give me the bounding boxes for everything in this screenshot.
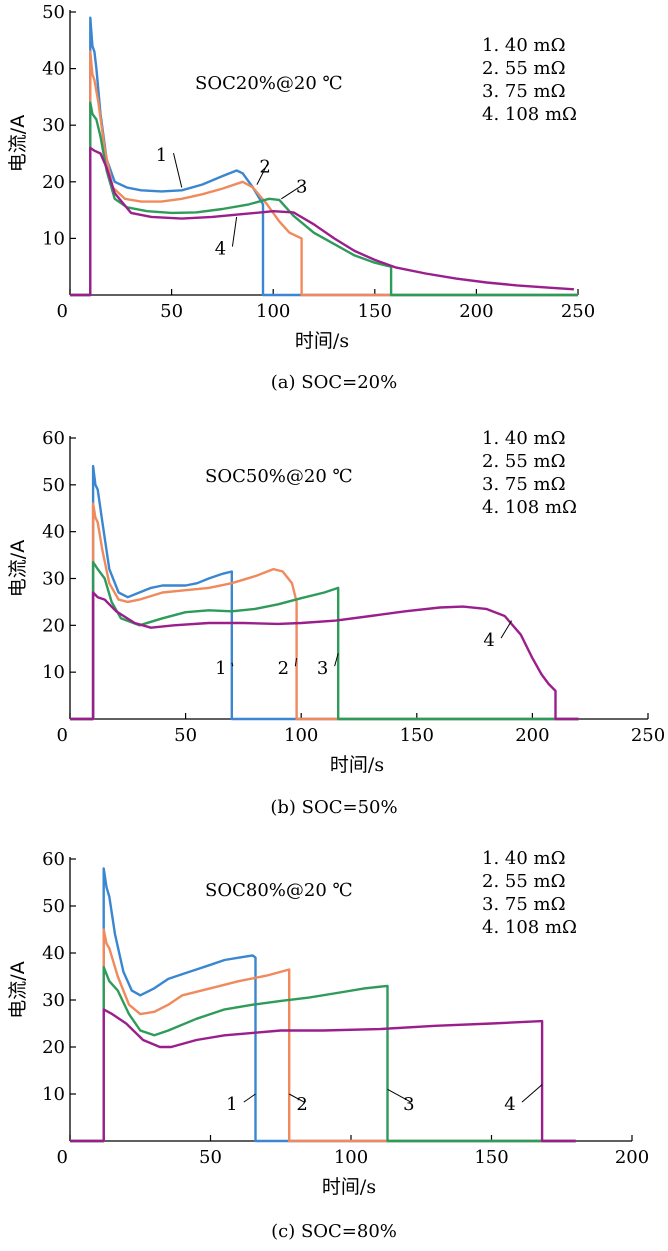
x-tick-label: 50 [199,1147,222,1168]
x-tick-label: 150 [400,725,434,746]
legend-entry: 3. 75 mΩ [482,474,566,495]
x-tick-label: 0 [57,1147,68,1168]
x-tick-label: 100 [334,1147,368,1168]
legend-entry: 4. 108 mΩ [482,497,577,518]
legend-entry: 3. 75 mΩ [482,894,566,915]
y-tick-label: 60 [42,849,65,870]
y-tick-label: 50 [42,896,65,917]
y-tick-label: 20 [42,1037,65,1058]
chart-caption: (a) SOC=20% [271,372,397,393]
y-tick-label: 30 [42,990,65,1011]
x-tick-label: 200 [515,725,549,746]
curve-label: 1 [156,145,167,166]
series-line-1 [70,16,578,297]
chart-panel-1: 10 20 30 40 50 0 50 100 150 200 250 时间/s 电流/A SOC20%@… [7,2,595,393]
y-tick-label: 60 [42,428,65,449]
chart-panel-2: 10 20 30 40 50 60 0 50 100 150 200 250 时间/s 电流/A SOC50… [7,428,665,818]
chart-title: SOC50%@20 ℃ [205,466,353,487]
x-axis-label: 时间/s [322,1176,376,1198]
x-tick-label: 150 [358,301,392,322]
curve-pointer [521,1084,543,1103]
series-line-4 [70,1008,576,1143]
y-axis-label: 电流/A [7,540,29,597]
y-axis-label: 电流/A [7,961,29,1018]
x-tick-label: 50 [174,725,197,746]
x-tick-label: 100 [284,725,318,746]
y-tick-label: 50 [42,475,65,496]
legend-entry: 1. 40 mΩ [482,848,566,869]
legend-entry: 1. 40 mΩ [482,428,566,449]
y-tick-label: 10 [42,1084,65,1105]
y-tick-label: 20 [42,615,65,636]
curve-label: 3 [317,658,328,679]
series-line-2 [70,502,579,721]
curve-pointer [387,1088,412,1103]
series-line-2 [70,50,578,297]
x-tick-label: 0 [57,725,68,746]
curve-pointer [173,153,183,188]
curve-pointer [294,658,298,667]
curve-label: 2 [278,658,289,679]
y-tick-label: 10 [42,662,65,683]
y-tick-label: 30 [42,115,65,136]
chart-caption: (c) SOC=80% [271,1221,397,1242]
curve-pointer [288,1093,305,1103]
series-line-3 [70,101,578,297]
y-tick-label: 30 [42,569,65,590]
chart-panel-3: 10 20 30 40 50 60 0 50 100 150 200 时间/s 电流/A SOC80%@2… [7,848,649,1242]
x-tick-label: 250 [631,725,665,746]
curve-label: 4 [504,1094,515,1115]
legend-entry: 2. 55 mΩ [482,871,566,892]
legend-entry: 1. 40 mΩ [482,35,566,56]
chart-title: SOC80%@20 ℃ [205,880,353,901]
legend-entry: 4. 108 mΩ [482,917,577,938]
series-line-3 [70,965,576,1143]
curve-pointer [256,164,268,185]
y-axis-label: 电流/A [7,115,29,172]
curve-label: 1 [226,1094,237,1115]
curve-label: 4 [215,239,226,260]
curve-pointer [243,1093,256,1103]
y-tick-label: 40 [42,522,65,543]
curve-pointer [231,662,234,667]
legend-entry: 2. 55 mΩ [482,58,566,79]
x-axis-label: 时间/s [295,330,349,352]
x-tick-label: 0 [57,301,68,322]
y-tick-label: 40 [42,943,65,964]
x-tick-label: 150 [474,1147,508,1168]
legend-entry: 3. 75 mΩ [482,81,566,102]
series-line-1 [70,464,579,721]
curve-label: 1 [215,658,226,679]
curve-pointer [231,216,238,247]
x-tick-label: 200 [615,1147,649,1168]
curve-label: 3 [296,176,307,197]
y-tick-label: 50 [42,2,65,23]
legend-entry: 4. 108 mΩ [482,104,577,125]
x-tick-label: 100 [256,301,290,322]
curve-pointer [334,653,339,667]
y-tick-label: 20 [42,172,65,193]
x-tick-label: 250 [561,301,595,322]
curve-label: 2 [296,1094,307,1115]
x-axis-label: 时间/s [330,754,384,776]
curve-pointer [281,183,304,200]
curve-label: 2 [259,156,270,177]
series-line-2 [70,928,576,1143]
chart-title: SOC20%@20 ℃ [195,73,343,94]
series-line-4 [70,591,579,721]
y-tick-label: 10 [42,228,65,249]
y-tick-label: 40 [42,59,65,80]
series-line-1 [70,867,576,1143]
series-line-3 [70,560,579,721]
x-tick-label: 200 [459,301,493,322]
x-tick-label: 50 [160,301,183,322]
legend-entry: 2. 55 mΩ [482,451,566,472]
chart-caption: (b) SOC=50% [270,797,397,818]
curve-label: 3 [403,1094,414,1115]
curve-label: 4 [483,630,494,651]
series-line-4 [70,146,574,297]
curve-pointer [500,620,513,639]
